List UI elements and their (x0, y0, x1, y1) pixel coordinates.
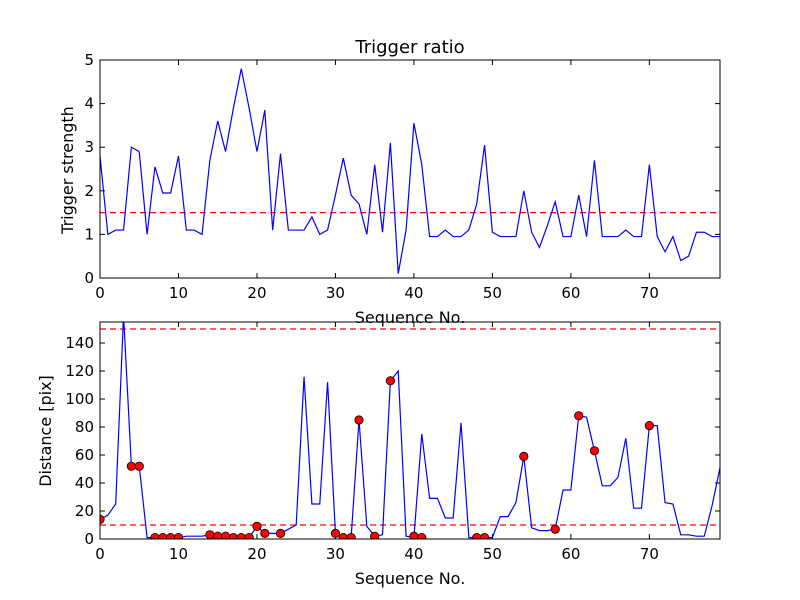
y-tick-label: 0 (84, 530, 94, 548)
data-point (589, 446, 600, 456)
x-tick-label: 60 (561, 284, 580, 302)
x-axis-label: Sequence No. (355, 308, 466, 327)
data-point (173, 533, 184, 539)
x-tick-label: 50 (483, 284, 502, 302)
y-tick-label: 4 (84, 95, 94, 113)
data-point (417, 533, 427, 539)
tick-group: 0 10 20 30 40 50 60 70 0 20 40 60 80 100 120 140 (65, 322, 720, 563)
data-point (550, 524, 560, 534)
data-point (644, 420, 654, 431)
y-tick-label: 3 (84, 138, 94, 156)
x-axis-label: Sequence No. (355, 569, 466, 588)
data-point (479, 533, 490, 539)
y-tick-label: 140 (65, 334, 94, 352)
y-tick-label: 40 (75, 474, 94, 492)
data-point (346, 533, 356, 539)
plot-area (100, 68, 720, 274)
y-tick-label: 60 (75, 446, 94, 464)
x-tick-label: 10 (169, 545, 188, 563)
x-tick-label: 70 (640, 284, 659, 302)
y-tick-label: 1 (84, 225, 94, 243)
data-point (260, 528, 270, 539)
data-point (244, 533, 254, 539)
series-line (100, 68, 720, 274)
data-point (134, 461, 144, 471)
x-tick-label: 30 (326, 545, 345, 563)
y-tick-label: 5 (84, 51, 94, 69)
data-point (126, 461, 136, 471)
data-point (205, 530, 215, 539)
x-tick-label: 10 (169, 284, 188, 302)
data-point (354, 415, 364, 425)
chart-title: Trigger ratio (354, 37, 464, 58)
x-tick-label: 60 (561, 545, 580, 563)
y-tick-label: 0 (84, 269, 94, 287)
y-tick-label: 20 (75, 502, 94, 520)
x-tick-label: 0 (95, 545, 105, 563)
y-axis-label: Distance [pix] (36, 375, 55, 487)
y-tick-label: 100 (65, 390, 94, 408)
x-tick-label: 70 (640, 545, 659, 563)
data-point (370, 531, 380, 539)
y-tick-label: 80 (75, 418, 94, 436)
distance-chart: Distance [pix] Sequence No. 0 10 20 30 40 50 6… (36, 321, 721, 588)
x-tick-label: 50 (483, 545, 502, 563)
data-point (252, 521, 262, 532)
plot-frame (99, 321, 721, 540)
x-tick-label: 40 (404, 545, 423, 563)
data-point (519, 451, 529, 461)
plot-frame (99, 59, 721, 279)
data-point (330, 528, 341, 539)
y-tick-label: 120 (65, 362, 94, 380)
x-tick-label: 40 (404, 284, 423, 302)
y-axis-label: Trigger strength (58, 106, 77, 235)
plot-area (100, 322, 720, 539)
x-tick-label: 0 (95, 284, 105, 302)
data-point (275, 528, 286, 539)
data-point (574, 411, 584, 421)
x-tick-label: 30 (326, 284, 345, 302)
y-tick-label: 2 (84, 182, 94, 200)
data-point (385, 376, 395, 386)
x-tick-label: 20 (247, 545, 266, 563)
x-tick-label: 20 (247, 284, 266, 302)
tick-group: 0 10 20 30 40 50 60 70 0 1 2 3 4 5 (84, 51, 720, 302)
